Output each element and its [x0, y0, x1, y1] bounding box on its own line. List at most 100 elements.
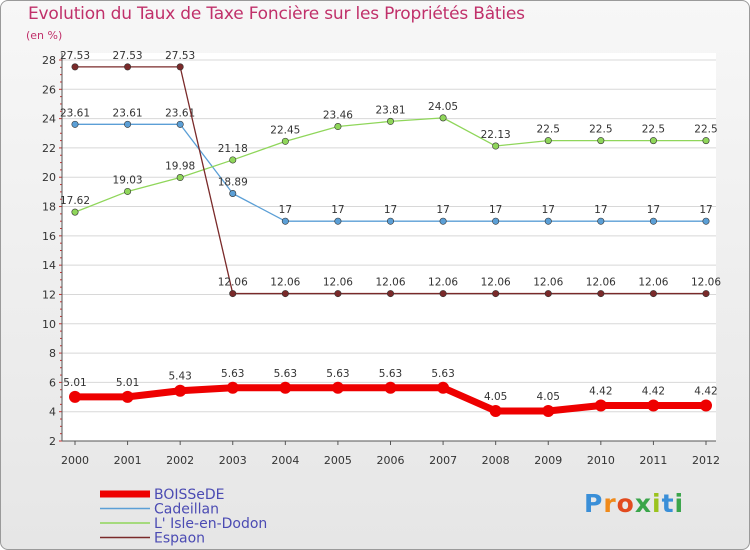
y-tick-label: 22 [42, 142, 56, 155]
data-point [544, 137, 552, 145]
data-point [229, 189, 237, 197]
data-label: 17 [279, 204, 292, 216]
data-label: 23.46 [323, 110, 353, 122]
data-label: 5.63 [274, 368, 297, 380]
data-point [492, 217, 500, 225]
data-label: 4.05 [537, 391, 560, 403]
data-point [384, 381, 397, 394]
data-point [331, 381, 344, 394]
data-point [492, 290, 500, 298]
y-tick-label: 4 [49, 406, 56, 419]
x-tick-label: 2000 [61, 454, 89, 467]
data-label: 5.63 [326, 368, 349, 380]
data-point [281, 290, 289, 298]
x-tick-label: 2007 [429, 454, 457, 467]
y-tick-label: 28 [42, 54, 56, 67]
x-tick-label: 2006 [377, 454, 405, 467]
data-point [647, 399, 660, 412]
data-point [226, 381, 239, 394]
gridlines [62, 59, 716, 413]
proxiti-logo: Proxiti [584, 489, 684, 518]
data-point [229, 290, 237, 298]
data-point [279, 381, 292, 394]
logo-letter: P [584, 489, 604, 518]
y-tick-label: 2 [49, 435, 56, 448]
data-point [489, 404, 502, 417]
logo-letter: i [652, 489, 662, 518]
data-point [492, 142, 500, 150]
logo-letter: o [616, 489, 635, 518]
data-label: 12.06 [218, 277, 248, 289]
data-label: 12.06 [481, 277, 511, 289]
data-label: 5.01 [116, 377, 139, 389]
logo-letter: i [674, 489, 685, 518]
data-label: 22.5 [589, 124, 612, 136]
data-label: 22.5 [694, 124, 717, 136]
x-tick-label: 2002 [166, 454, 194, 467]
data-point [124, 187, 132, 195]
data-point [229, 156, 237, 164]
data-point [334, 290, 342, 298]
data-label: 4.05 [484, 391, 507, 403]
data-label: 23.61 [113, 107, 143, 119]
data-point [334, 217, 342, 225]
data-label: 5.01 [63, 377, 86, 389]
data-label: 22.13 [481, 129, 511, 141]
data-label: 19.98 [165, 161, 195, 173]
data-point [439, 114, 447, 122]
data-label: 12.06 [375, 277, 405, 289]
data-point [386, 290, 394, 298]
data-point [176, 63, 184, 71]
data-point [649, 217, 657, 225]
logo-letter: t [661, 489, 675, 518]
data-point [176, 174, 184, 182]
data-point [386, 217, 394, 225]
data-label: 22.5 [642, 124, 665, 136]
data-label: 12.06 [533, 277, 563, 289]
x-tick-label: 2011 [639, 454, 667, 467]
data-point [649, 137, 657, 145]
logo-letter: r [603, 489, 617, 518]
y-tick-label: 24 [42, 113, 56, 126]
data-point [439, 290, 447, 298]
data-label: 4.42 [642, 386, 665, 398]
series-cadeillan: 23.61 23.61 23.61 18.89 17 17 17 17 17 17 17 17 17 [60, 107, 713, 225]
data-label: 18.89 [218, 176, 248, 188]
data-point [700, 399, 712, 412]
data-label: 12.06 [323, 277, 353, 289]
data-point [334, 123, 342, 131]
data-point [544, 217, 552, 225]
legend-label: L' Isle-en-Dodon [154, 516, 267, 532]
plot-area [62, 53, 716, 441]
data-point [542, 404, 555, 417]
data-point [597, 137, 605, 145]
data-label: 17 [647, 204, 660, 216]
data-point [69, 390, 81, 403]
data-point [124, 63, 132, 71]
x-tick-label: 2012 [692, 454, 720, 467]
x-tick-label: 2008 [482, 454, 510, 467]
data-label: 4.42 [589, 386, 612, 398]
data-label: 22.45 [270, 124, 300, 136]
data-point [281, 137, 289, 145]
data-label: 27.53 [113, 50, 143, 62]
y-tick-label: 18 [42, 201, 56, 214]
y-axis-unit: (en %) [26, 29, 63, 42]
data-label: 19.03 [113, 174, 143, 186]
data-label: 27.53 [165, 50, 195, 62]
y-tick-label: 16 [42, 230, 56, 243]
data-point [702, 137, 710, 145]
data-label: 17 [594, 204, 607, 216]
x-tick-label: 2009 [534, 454, 562, 467]
data-label: 12.06 [586, 277, 616, 289]
data-point [71, 63, 79, 71]
data-point [544, 290, 552, 298]
data-label: 17.62 [60, 195, 90, 207]
x-tick-label: 2005 [324, 454, 352, 467]
data-point [437, 381, 450, 394]
data-point [702, 290, 710, 298]
logo-letter: x [634, 489, 652, 518]
y-tick-label: 26 [42, 83, 56, 96]
x-tick-label: 2003 [219, 454, 247, 467]
